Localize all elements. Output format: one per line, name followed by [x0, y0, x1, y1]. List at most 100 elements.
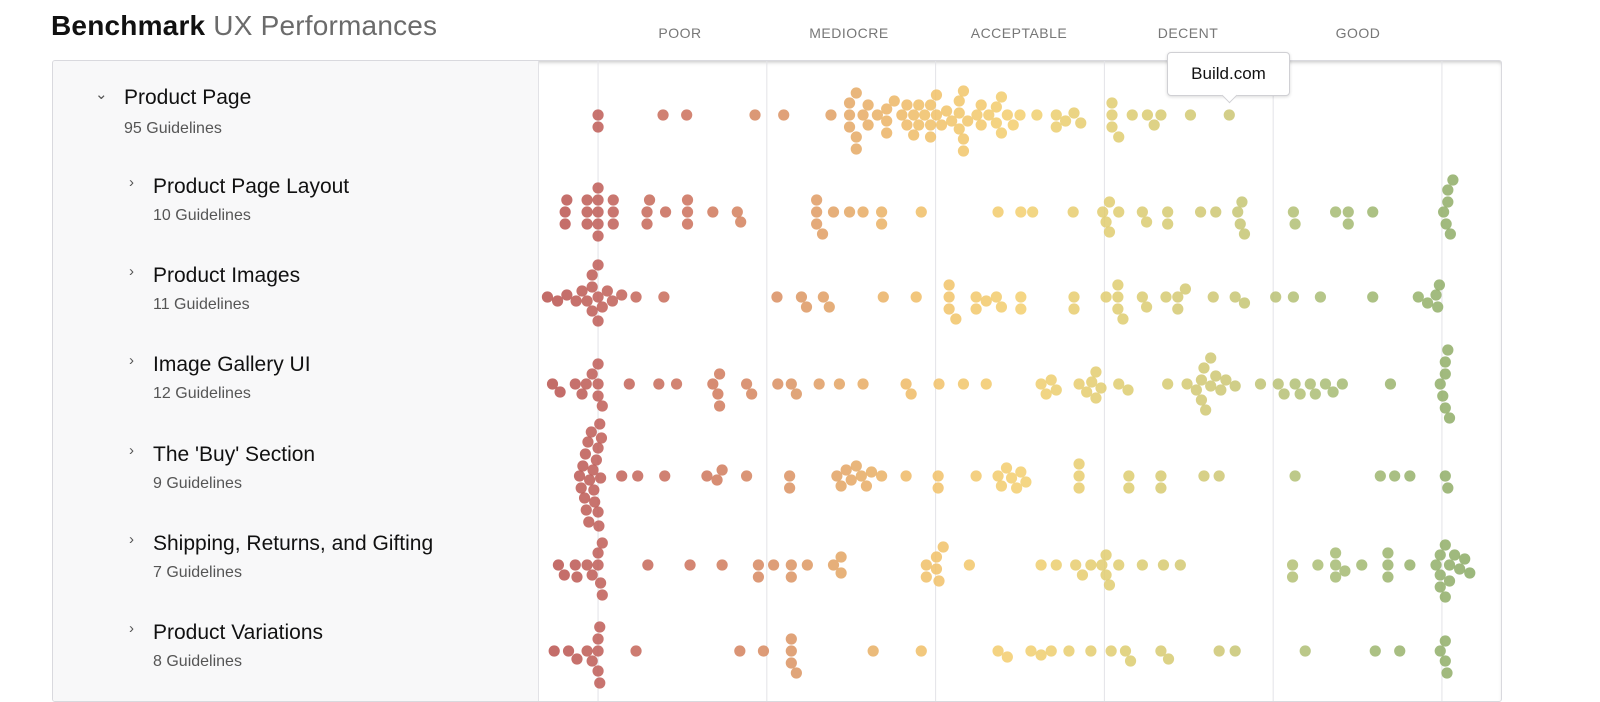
guideline-dot[interactable]: [1287, 206, 1300, 218]
guideline-dot[interactable]: [657, 109, 669, 121]
chevron-right-icon[interactable]: ›: [129, 531, 134, 548]
guideline-dot[interactable]: [581, 295, 593, 307]
guideline-dot[interactable]: [785, 657, 797, 669]
guideline-dot[interactable]: [1117, 313, 1129, 325]
guideline-dot[interactable]: [1439, 539, 1451, 551]
guideline-dot[interactable]: [592, 633, 604, 645]
guideline-dot[interactable]: [596, 537, 608, 549]
guideline-dot[interactable]: [835, 480, 847, 492]
guideline-dot[interactable]: [569, 559, 581, 571]
guideline-dot[interactable]: [596, 301, 608, 313]
guideline-dot[interactable]: [850, 460, 862, 472]
guideline-dot[interactable]: [1050, 559, 1062, 571]
guideline-dot[interactable]: [749, 109, 761, 121]
guideline-dot[interactable]: [953, 95, 965, 107]
guideline-dot[interactable]: [995, 301, 1008, 313]
guideline-dot[interactable]: [1287, 291, 1300, 303]
guideline-dot[interactable]: [578, 492, 591, 504]
guideline-dot[interactable]: [594, 621, 606, 633]
guideline-dot[interactable]: [1100, 549, 1112, 561]
guideline-dot[interactable]: [1000, 462, 1013, 474]
guideline-dot[interactable]: [586, 281, 598, 293]
category-row-product-page[interactable]: ⌄ Product Page 95 Guidelines: [53, 75, 538, 164]
guideline-dot[interactable]: [571, 571, 583, 583]
guideline-dot[interactable]: [1434, 569, 1446, 581]
guideline-dot[interactable]: [586, 655, 598, 667]
guideline-dot[interactable]: [1299, 645, 1311, 657]
guideline-dot[interactable]: [772, 378, 784, 390]
guideline-dot[interactable]: [1382, 547, 1394, 559]
guideline-dot[interactable]: [990, 291, 1002, 303]
guideline-dot[interactable]: [681, 194, 694, 206]
guideline-dot[interactable]: [588, 484, 600, 496]
guideline-dot[interactable]: [930, 551, 943, 563]
guideline-dot[interactable]: [1063, 645, 1075, 657]
guideline-dot[interactable]: [1286, 559, 1299, 571]
guideline-dot[interactable]: [1229, 645, 1241, 657]
guideline-dot[interactable]: [595, 472, 607, 484]
guideline-dot[interactable]: [1442, 344, 1454, 356]
guideline-dot[interactable]: [910, 291, 922, 303]
guideline-dot[interactable]: [641, 218, 653, 230]
guideline-dot[interactable]: [1439, 368, 1451, 380]
guideline-dot[interactable]: [559, 206, 571, 218]
guideline-dot[interactable]: [681, 206, 694, 218]
guideline-dot[interactable]: [586, 569, 598, 581]
guideline-dot[interactable]: [785, 645, 797, 657]
guideline-dot[interactable]: [1119, 645, 1132, 657]
guideline-dot[interactable]: [1464, 567, 1476, 579]
guideline-dot[interactable]: [623, 378, 635, 390]
guideline-dot[interactable]: [1015, 291, 1027, 303]
guideline-dot[interactable]: [592, 218, 604, 230]
guideline-dot[interactable]: [1442, 184, 1454, 196]
guideline-dot[interactable]: [843, 121, 856, 133]
guideline-dot[interactable]: [813, 378, 825, 390]
guideline-dot[interactable]: [576, 388, 588, 400]
guideline-dot[interactable]: [1330, 571, 1342, 583]
guideline-dot[interactable]: [1073, 482, 1085, 494]
guideline-dot[interactable]: [963, 559, 975, 571]
guideline-dot[interactable]: [740, 470, 753, 482]
guideline-dot[interactable]: [595, 432, 608, 444]
guideline-dot[interactable]: [1289, 378, 1301, 390]
guideline-dot[interactable]: [1040, 388, 1052, 400]
guideline-dot[interactable]: [592, 121, 604, 133]
guideline-dot[interactable]: [857, 378, 869, 390]
guideline-dot[interactable]: [684, 559, 696, 571]
guideline-dot[interactable]: [1374, 470, 1386, 482]
guideline-dot[interactable]: [1229, 380, 1241, 392]
guideline-dot[interactable]: [1068, 107, 1080, 119]
guideline-dot[interactable]: [1459, 553, 1471, 565]
guideline-dot[interactable]: [970, 470, 982, 482]
guideline-dot[interactable]: [953, 123, 965, 135]
guideline-dot[interactable]: [785, 378, 797, 390]
guideline-dot[interactable]: [920, 559, 932, 571]
guideline-dot[interactable]: [771, 291, 783, 303]
guideline-dot[interactable]: [975, 119, 987, 131]
guideline-dot[interactable]: [1342, 206, 1354, 218]
guideline-dot[interactable]: [1035, 559, 1047, 571]
guideline-dot[interactable]: [1124, 655, 1137, 667]
guideline-dot[interactable]: [1443, 412, 1456, 424]
guideline-dot[interactable]: [827, 206, 840, 218]
guideline-dot[interactable]: [913, 119, 925, 131]
guideline-dot[interactable]: [1442, 482, 1454, 494]
guideline-dot[interactable]: [1112, 279, 1124, 291]
guideline-dot[interactable]: [801, 559, 813, 571]
guideline-dot[interactable]: [585, 426, 597, 438]
guideline-dot[interactable]: [1141, 109, 1154, 121]
guideline-dot[interactable]: [1220, 374, 1232, 386]
category-row[interactable]: › Shipping, Returns, and Gifting 7 Guide…: [53, 521, 538, 610]
guideline-dot[interactable]: [716, 464, 728, 476]
guideline-dot[interactable]: [1430, 289, 1442, 301]
guideline-dot[interactable]: [592, 559, 604, 571]
guideline-dot[interactable]: [1234, 218, 1246, 230]
guideline-dot[interactable]: [1035, 649, 1047, 661]
guideline-dot[interactable]: [1113, 378, 1125, 390]
guideline-dot[interactable]: [1190, 384, 1202, 396]
guideline-dot[interactable]: [900, 470, 912, 482]
guideline-dot[interactable]: [1356, 559, 1368, 571]
guideline-dot[interactable]: [1309, 388, 1321, 400]
guideline-dot[interactable]: [576, 285, 588, 297]
guideline-dot[interactable]: [1215, 384, 1227, 396]
